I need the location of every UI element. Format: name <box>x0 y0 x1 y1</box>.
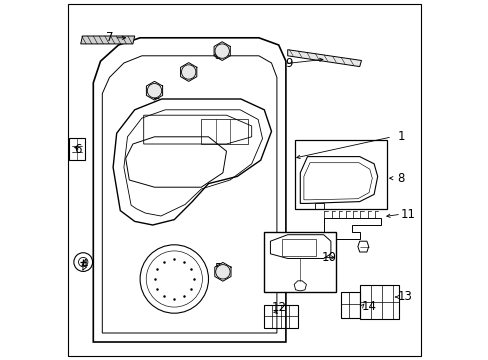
Polygon shape <box>287 50 361 67</box>
Text: 7: 7 <box>105 31 113 44</box>
Text: 3: 3 <box>213 49 221 62</box>
Circle shape <box>215 44 229 58</box>
Text: 8: 8 <box>397 172 404 185</box>
Text: 6: 6 <box>74 143 82 156</box>
Text: 12: 12 <box>271 301 285 314</box>
Text: 4: 4 <box>81 258 88 271</box>
Circle shape <box>147 84 162 98</box>
Text: 13: 13 <box>396 291 411 303</box>
Text: 5: 5 <box>213 262 221 275</box>
Text: 2: 2 <box>152 89 160 102</box>
Circle shape <box>181 65 196 79</box>
Polygon shape <box>81 36 134 44</box>
Bar <box>294 140 386 209</box>
Text: 1: 1 <box>397 130 404 143</box>
Bar <box>264 232 336 292</box>
Text: 11: 11 <box>400 208 415 221</box>
Text: 14: 14 <box>361 300 375 312</box>
Bar <box>282 239 316 256</box>
Text: 10: 10 <box>321 251 336 264</box>
Text: 9: 9 <box>285 57 293 69</box>
Circle shape <box>215 265 230 279</box>
